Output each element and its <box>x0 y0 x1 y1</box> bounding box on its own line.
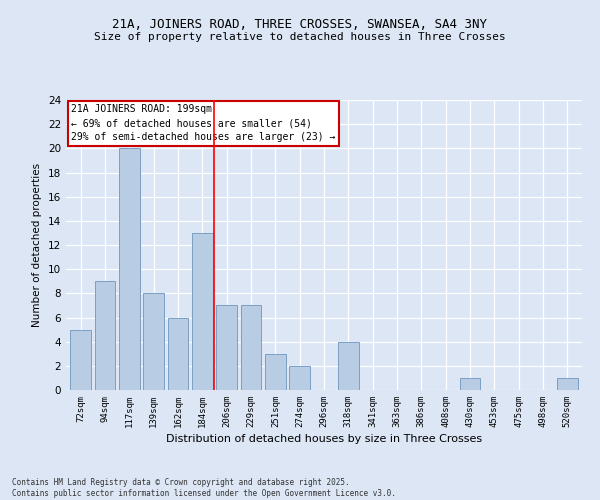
Text: Size of property relative to detached houses in Three Crosses: Size of property relative to detached ho… <box>94 32 506 42</box>
Bar <box>119 148 140 390</box>
Bar <box>289 366 310 390</box>
X-axis label: Distribution of detached houses by size in Three Crosses: Distribution of detached houses by size … <box>166 434 482 444</box>
Bar <box>95 281 115 390</box>
Bar <box>167 318 188 390</box>
Bar <box>241 306 262 390</box>
Text: 21A, JOINERS ROAD, THREE CROSSES, SWANSEA, SA4 3NY: 21A, JOINERS ROAD, THREE CROSSES, SWANSE… <box>113 18 487 30</box>
Bar <box>70 330 91 390</box>
Bar <box>143 294 164 390</box>
Bar <box>192 233 212 390</box>
Text: Contains HM Land Registry data © Crown copyright and database right 2025.
Contai: Contains HM Land Registry data © Crown c… <box>12 478 396 498</box>
Text: 21A JOINERS ROAD: 199sqm
← 69% of detached houses are smaller (54)
29% of semi-d: 21A JOINERS ROAD: 199sqm ← 69% of detach… <box>71 104 335 142</box>
Bar <box>216 306 237 390</box>
Bar <box>338 342 359 390</box>
Bar <box>557 378 578 390</box>
Bar <box>265 354 286 390</box>
Y-axis label: Number of detached properties: Number of detached properties <box>32 163 43 327</box>
Bar <box>460 378 481 390</box>
